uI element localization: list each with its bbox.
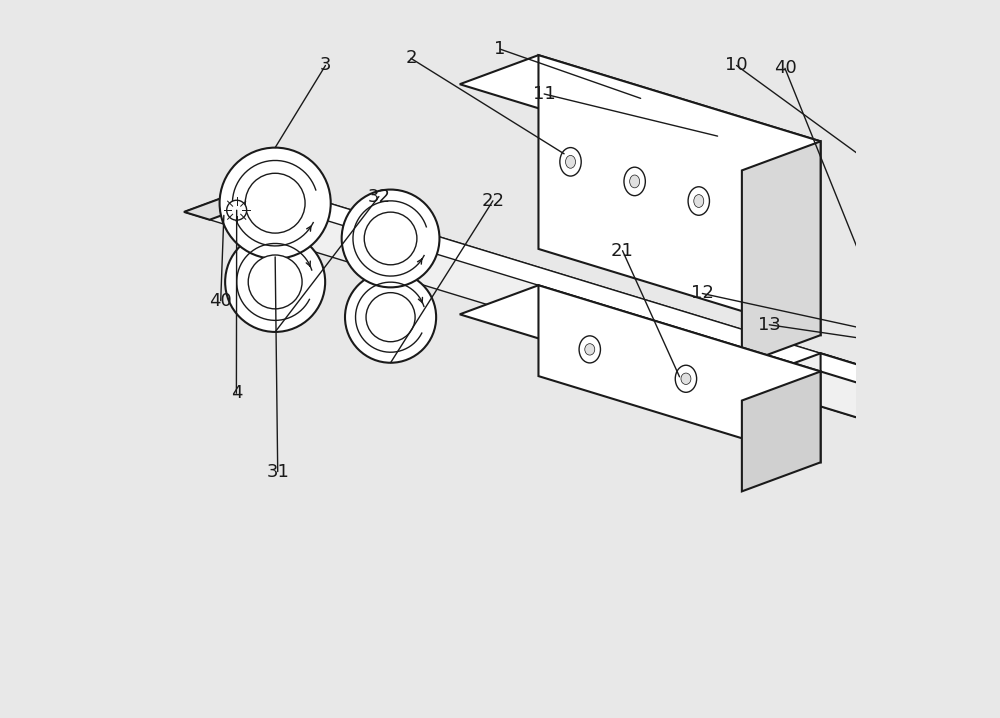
Polygon shape	[821, 353, 1000, 457]
Ellipse shape	[345, 271, 436, 363]
Polygon shape	[883, 317, 1000, 380]
Polygon shape	[184, 183, 962, 426]
Text: 31: 31	[266, 462, 289, 480]
Polygon shape	[742, 353, 1000, 469]
Polygon shape	[962, 257, 1000, 538]
Ellipse shape	[342, 190, 439, 287]
Ellipse shape	[694, 195, 704, 208]
Polygon shape	[263, 183, 288, 209]
Ellipse shape	[579, 336, 600, 363]
Polygon shape	[538, 55, 821, 335]
Ellipse shape	[688, 187, 709, 215]
Polygon shape	[742, 141, 821, 364]
Ellipse shape	[220, 148, 331, 258]
Text: 40: 40	[774, 60, 796, 78]
Text: 13: 13	[758, 316, 781, 334]
Text: 12: 12	[691, 284, 714, 302]
Text: 40: 40	[209, 292, 232, 309]
Text: 22: 22	[481, 192, 504, 210]
Ellipse shape	[681, 373, 691, 384]
Polygon shape	[992, 351, 1000, 398]
Ellipse shape	[624, 167, 645, 196]
Polygon shape	[538, 285, 821, 462]
Text: 11: 11	[533, 85, 556, 103]
Polygon shape	[184, 183, 288, 220]
Polygon shape	[460, 55, 821, 170]
Polygon shape	[992, 290, 1000, 568]
Polygon shape	[263, 183, 962, 414]
Ellipse shape	[366, 293, 415, 342]
Ellipse shape	[560, 148, 581, 176]
Text: 3: 3	[320, 57, 331, 75]
Ellipse shape	[585, 344, 595, 355]
Ellipse shape	[630, 175, 640, 188]
Polygon shape	[962, 317, 1000, 369]
Text: 1: 1	[494, 40, 506, 58]
Polygon shape	[883, 257, 1000, 320]
Ellipse shape	[245, 173, 305, 233]
Ellipse shape	[225, 232, 325, 332]
Polygon shape	[460, 285, 821, 401]
Ellipse shape	[248, 255, 302, 309]
Ellipse shape	[566, 155, 576, 168]
Text: 4: 4	[231, 384, 242, 402]
Circle shape	[227, 200, 247, 220]
Polygon shape	[742, 371, 821, 491]
Text: 10: 10	[725, 57, 748, 75]
Text: 21: 21	[611, 242, 634, 260]
Text: 2: 2	[405, 50, 417, 67]
Ellipse shape	[675, 365, 697, 392]
Ellipse shape	[364, 212, 417, 265]
Text: 32: 32	[367, 187, 390, 205]
